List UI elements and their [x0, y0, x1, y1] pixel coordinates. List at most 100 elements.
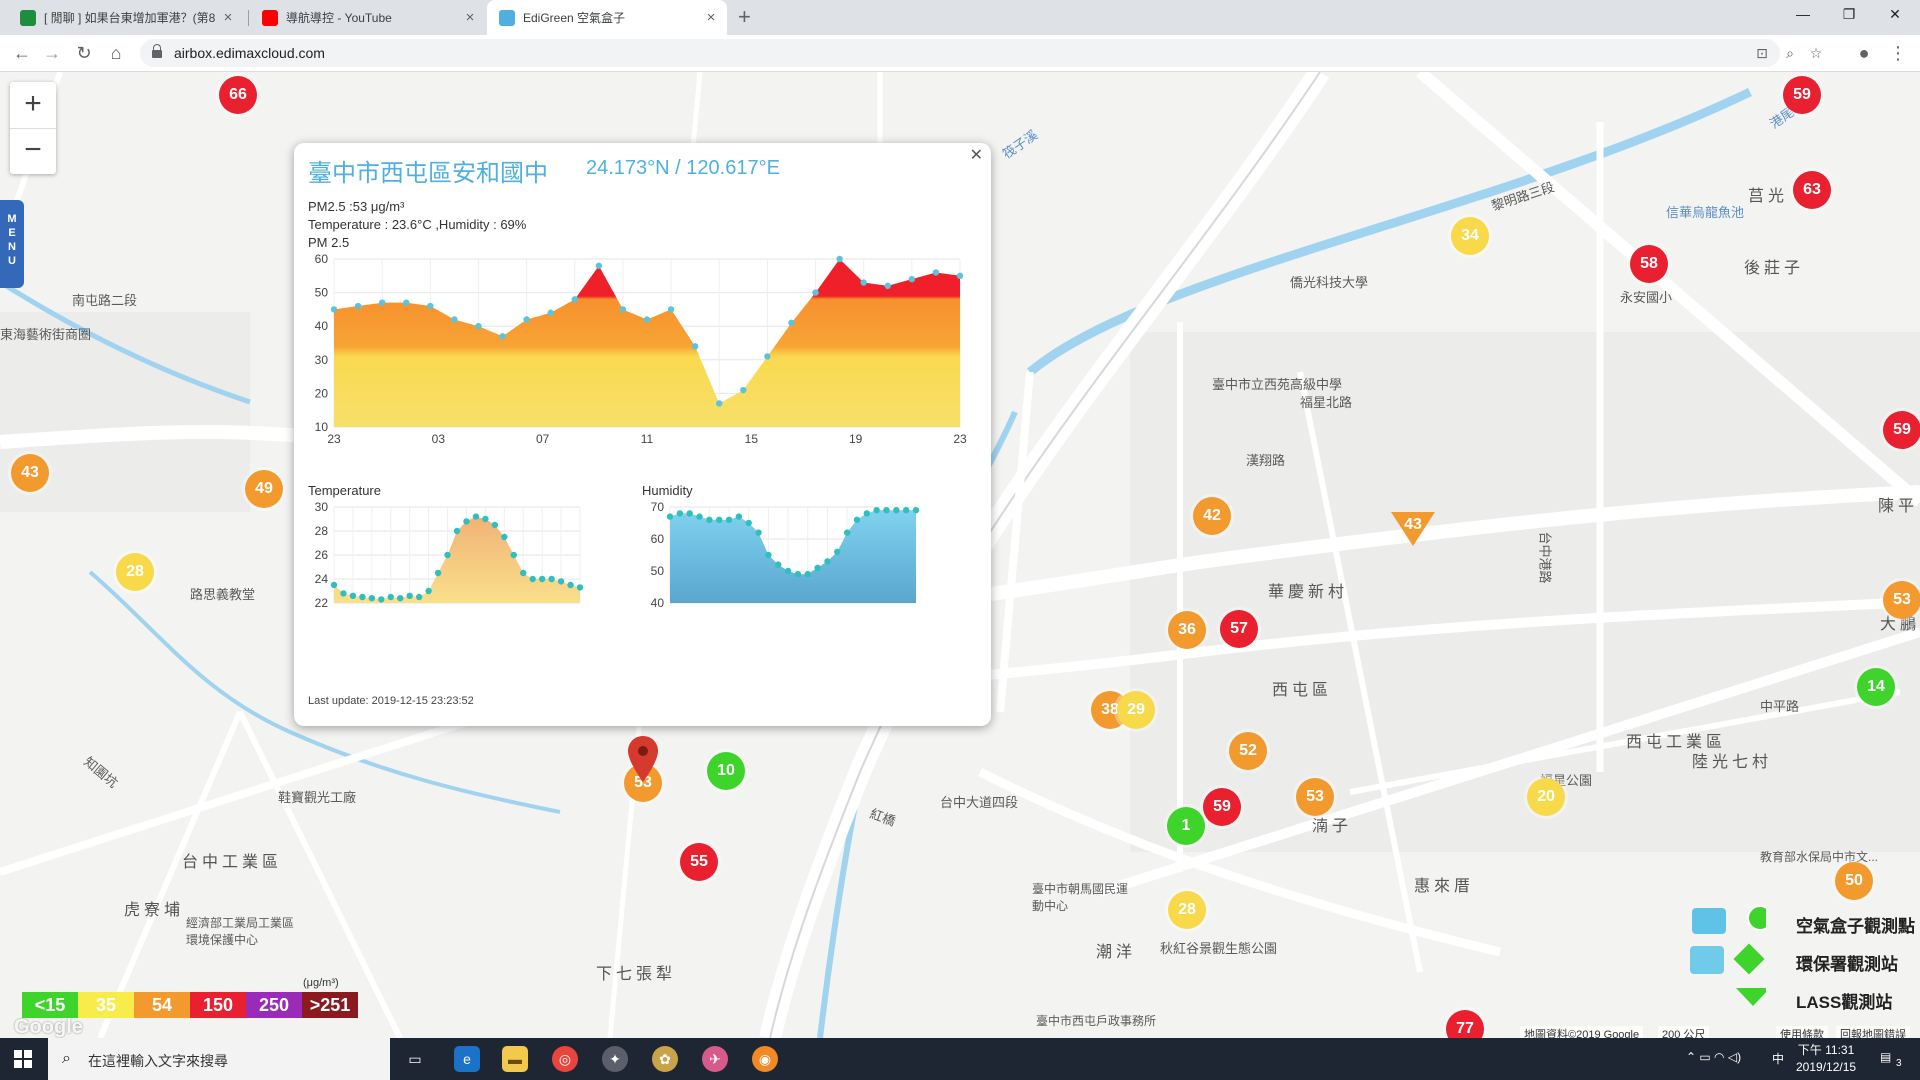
aqi-marker[interactable]: 52	[1229, 732, 1267, 770]
tab-forum[interactable]: [ 閒聊 ] 如果台東增加軍港？(第8 ×	[8, 0, 244, 35]
aqi-marker[interactable]: 34	[1451, 217, 1489, 255]
ime-indicator[interactable]: 中	[1772, 1052, 1785, 1066]
window-close-icon[interactable]: ✕	[1889, 6, 1901, 22]
data-point[interactable]	[529, 575, 536, 583]
url-text[interactable]: airbox.edimaxcloud.com	[174, 45, 325, 61]
taskbar-clock[interactable]: 下午 11:31 2019/12/15	[1796, 1042, 1856, 1076]
data-point[interactable]	[576, 584, 584, 591]
aqi-marker[interactable]: 59	[1883, 411, 1920, 449]
data-point[interactable]	[667, 306, 675, 313]
star-icon[interactable]: ☆	[1809, 45, 1823, 61]
aqi-marker[interactable]: 10	[707, 752, 745, 790]
data-point[interactable]	[415, 593, 423, 601]
data-point[interactable]	[453, 527, 461, 535]
aqi-marker[interactable]: 53	[624, 764, 662, 802]
data-point[interactable]	[571, 296, 578, 303]
data-point[interactable]	[397, 595, 404, 602]
data-point[interactable]	[463, 518, 470, 525]
data-point[interactable]	[745, 519, 752, 527]
data-point[interactable]	[912, 507, 920, 514]
blender-icon[interactable]: ◉	[752, 1046, 778, 1072]
selected-location-pin-icon[interactable]	[628, 736, 658, 782]
data-point[interactable]	[706, 516, 713, 523]
data-point[interactable]	[725, 516, 733, 523]
close-icon[interactable]: ×	[706, 9, 716, 26]
data-point[interactable]	[595, 262, 603, 269]
task-view-icon[interactable]: ▭	[408, 1051, 422, 1067]
data-point[interactable]	[330, 581, 338, 589]
chrome-icon[interactable]: ◎	[552, 1046, 578, 1072]
data-point[interactable]	[427, 302, 434, 310]
data-point[interactable]	[735, 513, 743, 520]
data-point[interactable]	[406, 592, 413, 599]
aqi-marker[interactable]: 77	[1446, 1010, 1484, 1038]
data-point[interactable]	[472, 513, 480, 520]
data-point[interactable]	[908, 275, 916, 283]
data-point[interactable]	[330, 306, 338, 313]
data-point[interactable]	[359, 593, 366, 601]
data-point[interactable]	[666, 513, 674, 520]
data-point[interactable]	[619, 306, 627, 313]
map-canvas[interactable]: 南屯路二段 東海藝術街商圈 永安國小 路思義教堂 知園坑 鞋寶觀光工廠 台中工業…	[0, 72, 1920, 1038]
data-point[interactable]	[499, 333, 506, 340]
aqi-marker[interactable]: 28	[116, 553, 154, 591]
address-bar[interactable]: airbox.edimaxcloud.com ⊡ ⌕ ☆	[140, 39, 1822, 67]
data-point[interactable]	[794, 571, 802, 578]
aqi-marker[interactable]: 29	[1117, 691, 1155, 729]
data-point[interactable]	[884, 282, 891, 290]
data-point[interactable]	[765, 551, 772, 559]
notification-icon[interactable]: ▤	[1880, 1050, 1892, 1064]
home-icon[interactable]: ⌂	[110, 43, 122, 63]
data-point[interactable]	[883, 507, 890, 514]
data-point[interactable]	[824, 558, 831, 565]
data-point[interactable]	[349, 592, 357, 599]
data-point[interactable]	[932, 269, 940, 276]
aqi-marker[interactable]: 20	[1527, 778, 1565, 816]
aqi-marker[interactable]: 42	[1193, 497, 1231, 535]
data-point[interactable]	[696, 513, 703, 520]
tab-youtube[interactable]: 導航導控 - YouTube ×	[250, 0, 486, 35]
aqi-marker[interactable]: 55	[680, 843, 718, 881]
data-point[interactable]	[812, 289, 819, 296]
data-point[interactable]	[387, 593, 394, 601]
aqi-marker[interactable]: 59	[1783, 76, 1821, 114]
data-point[interactable]	[775, 561, 782, 568]
tray-icons[interactable]: ⌃ ▭ ◠ ◁)	[1686, 1050, 1742, 1064]
data-point[interactable]	[860, 279, 867, 286]
forward-icon[interactable]: →	[43, 43, 61, 63]
aqi-marker[interactable]: 36	[1168, 611, 1206, 649]
new-tab-icon[interactable]: +	[738, 4, 751, 29]
aqi-marker[interactable]: 28	[1168, 891, 1206, 929]
data-point[interactable]	[764, 353, 771, 360]
data-point[interactable]	[902, 507, 910, 514]
data-point[interactable]	[434, 569, 442, 577]
data-point[interactable]	[784, 567, 792, 575]
close-icon[interactable]: ×	[223, 9, 233, 26]
data-point[interactable]	[510, 551, 517, 559]
data-point[interactable]	[523, 316, 530, 323]
zoom-out-button[interactable]: −	[24, 133, 42, 166]
minimize-icon[interactable]: —	[1796, 6, 1810, 22]
aqi-marker[interactable]: 63	[1793, 171, 1831, 209]
data-point[interactable]	[893, 507, 900, 514]
aqi-marker[interactable]: 53	[1883, 581, 1920, 619]
data-point[interactable]	[691, 343, 699, 350]
data-point[interactable]	[340, 590, 347, 597]
data-point[interactable]	[378, 596, 385, 603]
reload-icon[interactable]: ↻	[76, 43, 92, 63]
data-point[interactable]	[755, 529, 762, 536]
app-icon[interactable]: ✿	[652, 1046, 678, 1072]
data-point[interactable]	[740, 386, 747, 394]
data-point[interactable]	[836, 255, 843, 263]
data-point[interactable]	[567, 581, 574, 589]
aqi-marker[interactable]: 50	[1835, 862, 1873, 900]
restore-icon[interactable]: ❐	[1842, 6, 1856, 22]
data-point[interactable]	[716, 400, 723, 407]
taskbar-search[interactable]: ⌕ 在這裡輸入文字來搜尋	[48, 1038, 390, 1080]
zoom-icon[interactable]: ⌕	[1786, 45, 1794, 61]
zoom-in-button[interactable]: +	[24, 87, 42, 120]
data-point[interactable]	[520, 569, 527, 577]
data-point[interactable]	[451, 316, 458, 323]
menu-dots-icon[interactable]: ⋮	[1889, 43, 1907, 63]
data-point[interactable]	[716, 516, 723, 523]
